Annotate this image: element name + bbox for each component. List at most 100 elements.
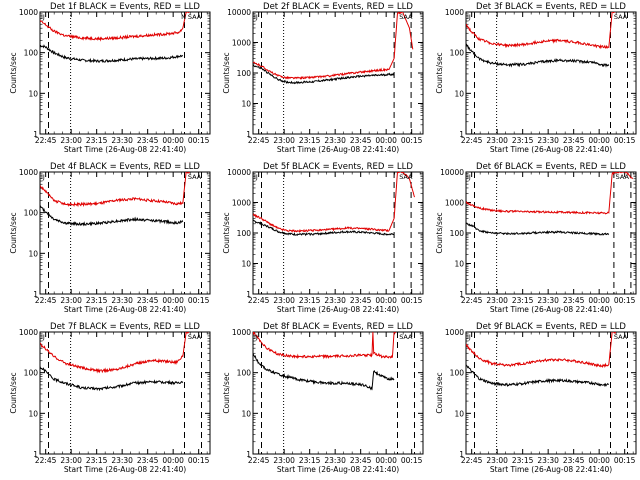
x-tick-label: 23:15 xyxy=(299,296,321,305)
y-tick-label: 1000 xyxy=(445,328,464,337)
y-tick-label: 1 xyxy=(459,130,464,139)
x-tick-label: 22:45 xyxy=(248,136,270,145)
x-tick-label: 23:45 xyxy=(137,136,159,145)
x-tick-label: 00:15 xyxy=(614,456,636,465)
x-axis-label: Start Time (26-Aug-08 22:41:40) xyxy=(277,305,399,314)
x-tick-label: 00:15 xyxy=(401,296,423,305)
y-tick-label: 100 xyxy=(450,49,465,58)
y-tick-label: 10 xyxy=(241,260,251,269)
y-tick-label: 1000 xyxy=(19,168,38,177)
saa-marker: SAA xyxy=(399,333,413,341)
x-tick-label: 23:45 xyxy=(563,296,585,305)
x-tick-label: 23:45 xyxy=(563,136,585,145)
y-tick-label: 1 xyxy=(459,290,464,299)
panel-title: Det 5f BLACK = Events, RED = LLD xyxy=(263,162,413,172)
x-tick-label: 23:30 xyxy=(324,296,346,305)
x-tick-label: 00:15 xyxy=(401,136,423,145)
saa-marker: SAA xyxy=(188,173,202,181)
x-tick-label: 00:00 xyxy=(375,136,397,145)
x-tick-label: 23:15 xyxy=(299,456,321,465)
y-tick-label: 10 xyxy=(241,409,251,418)
x-tick-label: 23:00 xyxy=(486,136,508,145)
y-tick-label: 100 xyxy=(450,229,465,238)
x-tick-label: 23:15 xyxy=(86,296,108,305)
panel-title: Det 3f BLACK = Events, RED = LLD xyxy=(476,2,626,12)
x-tick-label: 00:15 xyxy=(614,136,636,145)
x-axis-label: Start Time (26-Aug-08 22:41:40) xyxy=(64,305,186,314)
x-axis-label: Start Time (26-Aug-08 22:41:40) xyxy=(277,145,399,154)
corner-marker: IJ xyxy=(254,333,258,341)
y-tick-label: 10 xyxy=(28,409,38,418)
y-tick-label: 1 xyxy=(33,450,38,459)
plot-frame xyxy=(39,171,211,295)
y-tick-label: 1000 xyxy=(232,39,251,48)
panel-title: Det 1f BLACK = Events, RED = LLD xyxy=(50,2,200,12)
y-tick-label: 1 xyxy=(33,130,38,139)
detector-panel-9: Det 9f BLACK = Events, RED = LLD 1 10 100 10… xyxy=(435,322,637,474)
corner-marker: IJ xyxy=(41,333,45,341)
x-tick-label: 22:45 xyxy=(248,296,270,305)
y-axis-label: Counts/sec xyxy=(9,372,18,413)
series-line-events xyxy=(253,352,395,391)
saa-marker: SAA xyxy=(399,13,413,21)
y-tick-label: 100 xyxy=(237,229,252,238)
plot-frame xyxy=(252,331,424,455)
y-tick-label: 10000 xyxy=(227,168,251,177)
panel-title: Det 9f BLACK = Events, RED = LLD xyxy=(476,322,626,332)
y-tick-label: 1000 xyxy=(445,8,464,17)
y-tick-label: 100 xyxy=(24,369,39,378)
plot-frame xyxy=(465,331,637,455)
series-line-events xyxy=(466,43,610,68)
x-tick-label: 23:30 xyxy=(111,136,133,145)
y-tick-label: 1000 xyxy=(232,199,251,208)
x-tick-label: 22:45 xyxy=(35,136,57,145)
corner-marker: IJ xyxy=(41,173,45,181)
x-tick-label: 00:15 xyxy=(614,296,636,305)
x-tick-label: 22:45 xyxy=(248,456,270,465)
x-axis-label: Start Time (26-Aug-08 22:41:40) xyxy=(490,305,612,314)
x-tick-label: 00:00 xyxy=(588,296,610,305)
x-tick-label: 23:00 xyxy=(60,136,82,145)
series-line-lld xyxy=(466,332,617,369)
x-tick-label: 00:00 xyxy=(375,456,397,465)
series-line-lld xyxy=(40,12,190,42)
panel-title: Det 4f BLACK = Events, RED = LLD xyxy=(50,162,200,172)
x-tick-label: 22:45 xyxy=(35,296,57,305)
series-line-lld xyxy=(253,12,414,80)
x-tick-label: 23:45 xyxy=(137,456,159,465)
y-tick-label: 1 xyxy=(246,450,251,459)
detector-panel-7: Det 7f BLACK = Events, RED = LLD 1 10 100 10… xyxy=(9,322,211,474)
x-tick-label: 23:15 xyxy=(512,136,534,145)
saa-marker: SAA xyxy=(188,13,202,21)
y-axis-label: Counts/sec xyxy=(435,52,444,93)
series-line-events xyxy=(40,366,184,392)
y-tick-label: 1 xyxy=(246,290,251,299)
x-tick-label: 23:15 xyxy=(86,136,108,145)
y-tick-label: 1 xyxy=(246,130,251,139)
y-tick-label: 1000 xyxy=(19,8,38,17)
x-axis-label: Start Time (26-Aug-08 22:41:40) xyxy=(490,145,612,154)
corner-marker: IJ xyxy=(467,333,471,341)
x-tick-label: 23:30 xyxy=(537,136,559,145)
x-axis-label: Start Time (26-Aug-08 22:41:40) xyxy=(64,145,186,154)
panel-title: Det 2f BLACK = Events, RED = LLD xyxy=(263,2,413,12)
detector-panel-5: Det 5f BLACK = Events, RED = LLD 1 10 100 10… xyxy=(222,162,424,314)
corner-marker: IJ xyxy=(254,13,258,21)
x-tick-label: 23:45 xyxy=(350,456,372,465)
x-tick-label: 22:45 xyxy=(461,136,483,145)
y-axis-label: Counts/sec xyxy=(222,52,231,93)
x-tick-label: 23:00 xyxy=(486,456,508,465)
x-tick-label: 23:15 xyxy=(512,456,534,465)
saa-marker: N xyxy=(181,13,186,21)
x-tick-label: 00:00 xyxy=(162,296,184,305)
series-line-events xyxy=(40,44,183,64)
x-tick-label: 23:00 xyxy=(486,296,508,305)
detector-panel-6: Det 6f BLACK = Events, RED = LLD 1 10 100 10… xyxy=(435,162,637,314)
y-tick-label: 10 xyxy=(454,409,464,418)
x-tick-label: 23:15 xyxy=(299,136,321,145)
y-tick-label: 1000 xyxy=(445,199,464,208)
x-tick-label: 00:00 xyxy=(162,136,184,145)
detector-panel-2: Det 2f BLACK = Events, RED = LLD 1 10 100 10… xyxy=(222,2,424,154)
x-tick-label: 23:00 xyxy=(273,456,295,465)
x-tick-label: 23:45 xyxy=(563,456,585,465)
